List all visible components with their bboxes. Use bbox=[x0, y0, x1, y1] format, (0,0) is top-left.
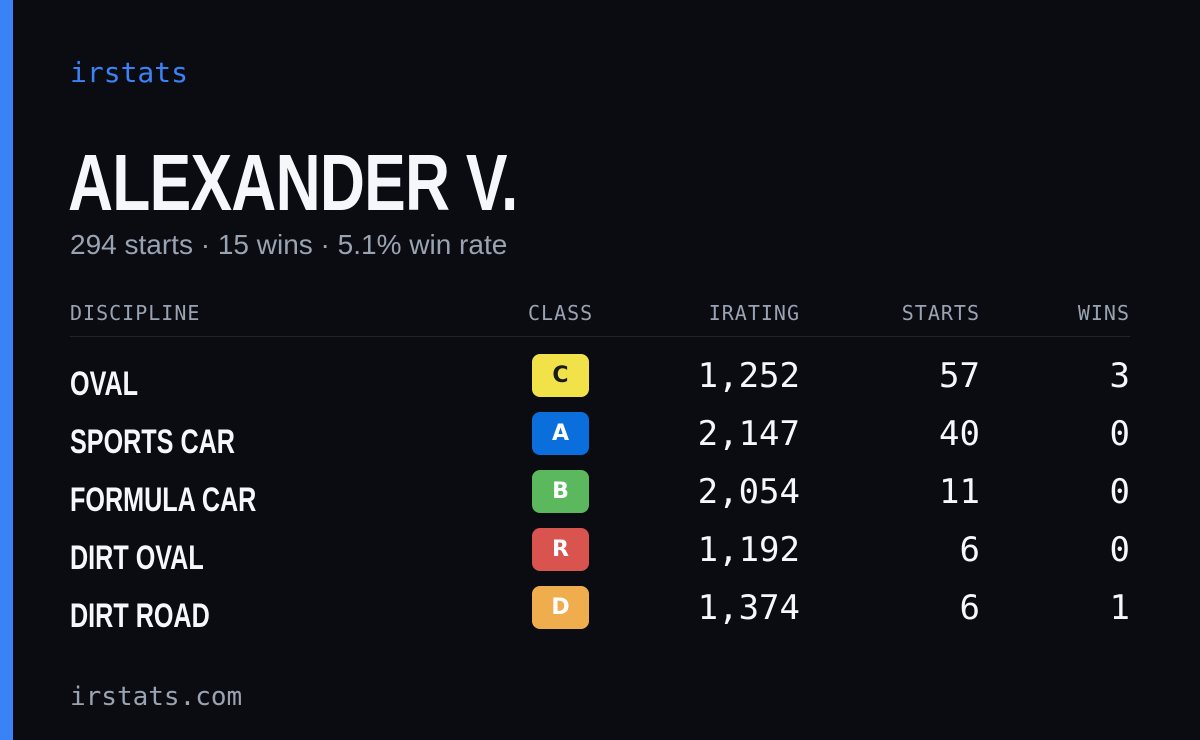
irating-value: 2,147 bbox=[697, 414, 800, 454]
stats-table-body: OVAL C 1,252 57 3 SPORTS CAR A 2,147 40 … bbox=[70, 352, 1130, 642]
class-badge: R bbox=[532, 528, 589, 571]
class-badge: B bbox=[532, 470, 589, 513]
irating-value: 1,252 bbox=[697, 356, 800, 396]
accent-bar bbox=[0, 0, 13, 740]
starts-value: 6 bbox=[959, 530, 980, 570]
wins-value: 3 bbox=[1109, 356, 1130, 396]
wins-value: 0 bbox=[1109, 472, 1130, 512]
discipline-name: SPORTS CAR bbox=[70, 423, 235, 461]
footer-site-url: irstats.com bbox=[70, 682, 243, 712]
discipline-name: OVAL bbox=[70, 365, 139, 403]
starts-value: 11 bbox=[939, 472, 980, 512]
driver-summary: 294 starts · 15 wins · 5.1% win rate bbox=[70, 229, 508, 260]
discipline-name: DIRT OVAL bbox=[70, 539, 204, 577]
table-row: SPORTS CAR A 2,147 40 0 bbox=[70, 410, 1130, 468]
driver-name: ALEXANDER V. bbox=[68, 138, 518, 227]
starts-value: 57 bbox=[939, 356, 980, 396]
wins-value: 1 bbox=[1109, 588, 1130, 628]
header-discipline: DISCIPLINE bbox=[70, 301, 201, 325]
header-wins: WINS bbox=[1077, 301, 1130, 325]
starts-value: 40 bbox=[939, 414, 980, 454]
brand-logo-text: irstats bbox=[70, 56, 189, 89]
class-badge: C bbox=[532, 354, 589, 397]
discipline-name: FORMULA CAR bbox=[70, 481, 257, 519]
table-row: DIRT ROAD D 1,374 6 1 bbox=[70, 584, 1130, 642]
class-badge: A bbox=[532, 412, 589, 455]
stats-table-header: DISCIPLINE CLASS IRATING STARTS WINS bbox=[70, 300, 1130, 337]
discipline-name: DIRT ROAD bbox=[70, 597, 210, 635]
class-badge: D bbox=[532, 586, 589, 629]
table-row: OVAL C 1,252 57 3 bbox=[70, 352, 1130, 410]
header-irating: IRATING bbox=[708, 301, 800, 325]
table-row: DIRT OVAL R 1,192 6 0 bbox=[70, 526, 1130, 584]
table-row: FORMULA CAR B 2,054 11 0 bbox=[70, 468, 1130, 526]
irating-value: 2,054 bbox=[697, 472, 800, 512]
wins-value: 0 bbox=[1109, 530, 1130, 570]
irating-value: 1,192 bbox=[697, 530, 800, 570]
irating-value: 1,374 bbox=[697, 588, 800, 628]
header-starts: STARTS bbox=[901, 301, 980, 325]
header-class: CLASS bbox=[528, 301, 594, 325]
starts-value: 6 bbox=[959, 588, 980, 628]
wins-value: 0 bbox=[1109, 414, 1130, 454]
